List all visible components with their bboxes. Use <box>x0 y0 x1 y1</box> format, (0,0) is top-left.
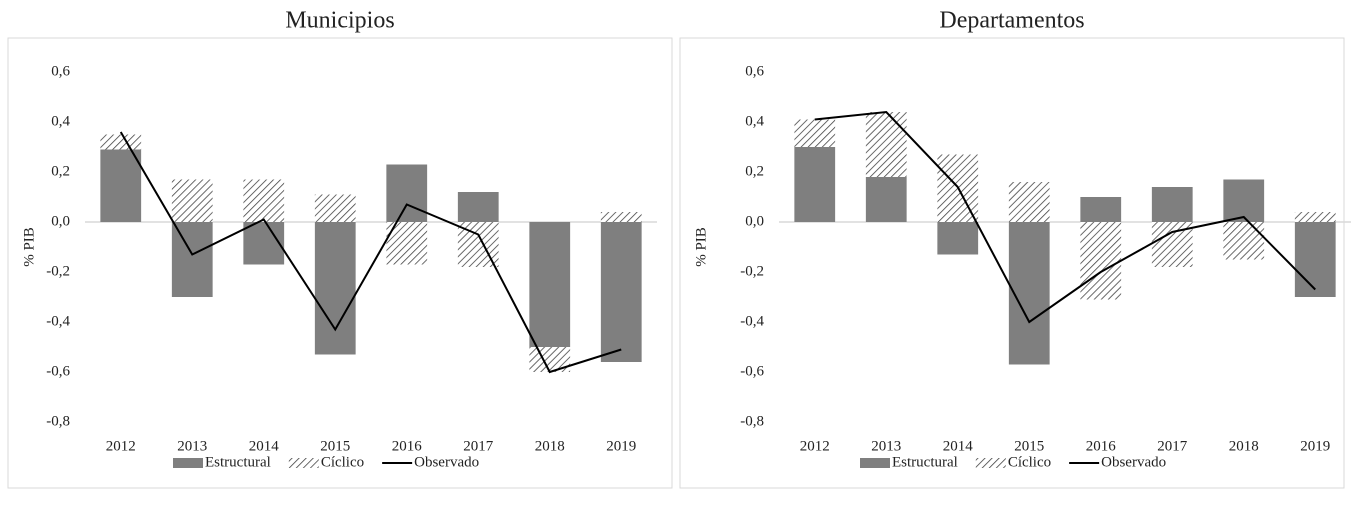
y-tick-label: -0,8 <box>740 413 764 429</box>
y-tick-label: 0,4 <box>51 113 70 129</box>
cyclical-bar <box>1294 212 1336 222</box>
panel-frame <box>7 37 673 489</box>
cyclical-bar <box>314 194 356 222</box>
y-tick-label: 0,6 <box>745 63 764 79</box>
legend-swatch <box>288 458 319 468</box>
structural-bar <box>100 149 142 222</box>
y-tick-label: 0,0 <box>745 213 764 229</box>
x-tick-label: 2018 <box>1229 438 1259 454</box>
y-tick-label: 0,2 <box>51 163 70 179</box>
y-axis-title: % PIB <box>693 227 709 267</box>
y-tick-label: 0,6 <box>51 63 70 79</box>
x-tick-label: 2013 <box>177 438 207 454</box>
y-axis-title: % PIB <box>21 227 37 267</box>
legend-label: Cíclico <box>1008 454 1051 470</box>
x-tick-label: 2017 <box>1157 438 1188 454</box>
structural-bar <box>243 222 285 265</box>
x-tick-label: 2019 <box>1300 438 1330 454</box>
structural-bar <box>386 164 428 222</box>
cyclical-bar <box>600 212 642 222</box>
structural-bar <box>794 147 836 222</box>
x-tick-label: 2012 <box>106 438 136 454</box>
legend-label: Observado <box>1101 454 1166 470</box>
structural-bar <box>1223 179 1265 222</box>
panel-frame <box>679 37 1345 489</box>
structural-bar <box>529 222 571 347</box>
y-tick-label: -0,6 <box>740 363 764 379</box>
x-tick-label: 2019 <box>606 438 636 454</box>
y-tick-label: -0,8 <box>46 413 70 429</box>
structural-bar <box>457 192 499 222</box>
y-tick-label: -0,4 <box>740 313 764 329</box>
structural-bar <box>314 222 356 355</box>
cyclical-bar <box>243 179 285 222</box>
cyclical-bar <box>1223 222 1265 260</box>
y-tick-label: 0,2 <box>745 163 764 179</box>
chart-panel: Municipios % PIB 0,6 0,4 0,2 0,0 -0,2 -0,4 -0,6 -… <box>7 8 673 489</box>
x-tick-label: 2017 <box>463 438 494 454</box>
cyclical-bar <box>171 179 213 222</box>
structural-bar <box>937 222 979 255</box>
chart-panel: Departamentos % PIB 0,6 0,4 0,2 0,0 -0,2 -0,4 -0… <box>679 8 1351 489</box>
x-tick-label: 2015 <box>320 438 350 454</box>
structural-bar <box>1080 197 1122 222</box>
x-tick-label: 2015 <box>1014 438 1044 454</box>
legend-label: Cíclico <box>321 454 364 470</box>
structural-bar <box>1008 222 1050 365</box>
structural-bar <box>1151 187 1193 222</box>
y-tick-label: 0,4 <box>745 113 764 129</box>
x-tick-label: 2016 <box>1086 438 1117 454</box>
x-tick-label: 2014 <box>249 438 280 454</box>
legend-swatch <box>173 458 203 468</box>
structural-bar <box>171 222 213 297</box>
y-tick-label: -0,2 <box>46 263 70 279</box>
structural-bar <box>1294 222 1336 297</box>
cyclical-bar <box>100 134 142 150</box>
cyclical-bar <box>1080 222 1122 300</box>
cyclical-bar <box>1008 182 1050 222</box>
x-tick-label: 2013 <box>871 438 901 454</box>
y-tick-label: -0,2 <box>740 263 764 279</box>
y-tick-label: -0,6 <box>46 363 70 379</box>
legend-label: Observado <box>414 454 479 470</box>
x-tick-label: 2012 <box>800 438 830 454</box>
x-tick-label: 2016 <box>392 438 423 454</box>
observed-line <box>814 110 1316 324</box>
y-tick-label: -0,4 <box>46 313 70 329</box>
x-tick-label: 2018 <box>535 438 565 454</box>
structural-bar <box>865 177 907 222</box>
chart-title: Municipios <box>285 8 394 34</box>
legend-label: Estructural <box>892 454 958 470</box>
legend-swatch <box>860 458 890 468</box>
x-tick-label: 2014 <box>943 438 974 454</box>
chart-title: Departamentos <box>939 8 1084 34</box>
legend-swatch <box>975 458 1006 468</box>
structural-bar <box>600 222 642 362</box>
legend-label: Estructural <box>205 454 271 470</box>
cyclical-bar <box>794 119 836 147</box>
observed-line <box>119 131 622 374</box>
cyclical-bar <box>865 112 907 177</box>
y-tick-label: 0,0 <box>51 213 70 229</box>
